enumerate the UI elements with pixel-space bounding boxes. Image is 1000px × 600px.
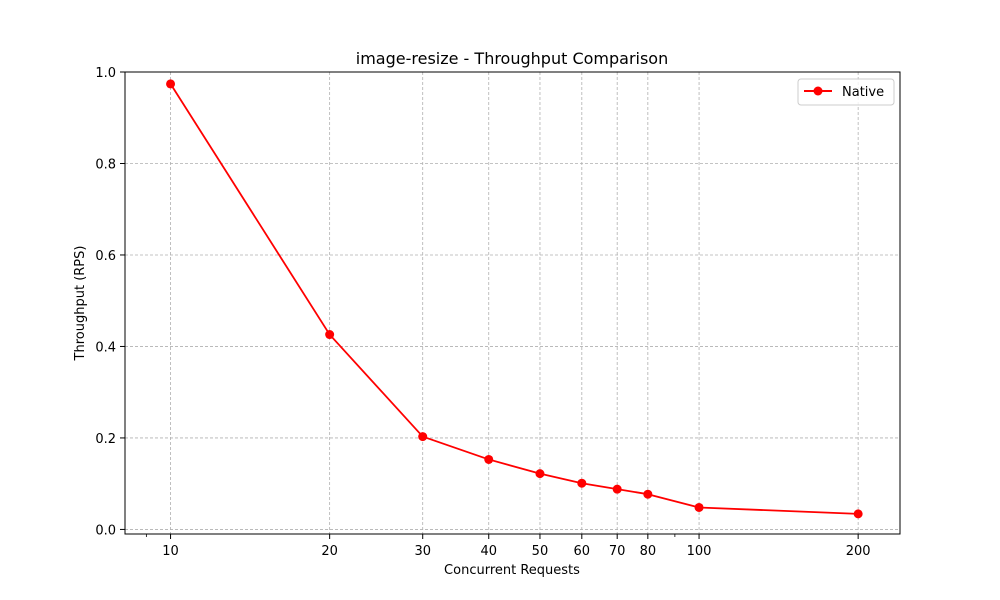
legend-box xyxy=(797,78,895,106)
x-tick-label: 20 xyxy=(321,544,338,559)
x-tick-label: 70 xyxy=(609,544,626,559)
x-tick-label: 30 xyxy=(414,544,431,559)
x-tick-label: 40 xyxy=(480,544,497,559)
x-tick-label: 200 xyxy=(846,544,871,559)
y-tick-label: 0.2 xyxy=(95,432,116,447)
data-point xyxy=(484,454,494,464)
y-axis-ticks: 0.0 0.2 0.4 0.6 0.8 1.0 xyxy=(95,66,125,538)
y-tick-label: 1.0 xyxy=(95,66,116,81)
x-axis-ticks: 10 20 30 40 50 60 70 80 100 200 xyxy=(145,534,871,559)
x-tick-label: 100 xyxy=(687,544,712,559)
chart-title: image-resize - Throughput Comparison xyxy=(356,49,668,68)
y-tick-label: 0.0 xyxy=(95,523,116,538)
data-point xyxy=(643,489,653,499)
legend-label-native: Native xyxy=(842,85,884,100)
x-tick-label: 80 xyxy=(640,544,657,559)
plot-frame xyxy=(124,71,901,535)
x-axis-label: Concurrent Requests xyxy=(444,563,580,578)
x-tick-label: 10 xyxy=(162,544,179,559)
series-line-native xyxy=(169,83,859,515)
legend-marker-native xyxy=(813,86,823,96)
y-axis-label: Throughput (RPS) xyxy=(73,246,88,362)
legend: Native xyxy=(797,78,895,106)
y-tick-label: 0.6 xyxy=(95,249,116,264)
x-tick-label: 50 xyxy=(532,544,549,559)
data-point xyxy=(612,484,622,494)
data-point xyxy=(166,79,176,89)
x-tick-label: 60 xyxy=(574,544,591,559)
data-point xyxy=(535,469,545,479)
y-tick-label: 0.4 xyxy=(95,340,116,355)
data-point xyxy=(577,478,587,488)
y-tick-label: 0.8 xyxy=(95,157,116,172)
data-point xyxy=(694,502,704,512)
data-point xyxy=(325,330,335,340)
data-point xyxy=(418,432,428,442)
data-point xyxy=(853,509,863,519)
series-layer xyxy=(166,79,863,519)
